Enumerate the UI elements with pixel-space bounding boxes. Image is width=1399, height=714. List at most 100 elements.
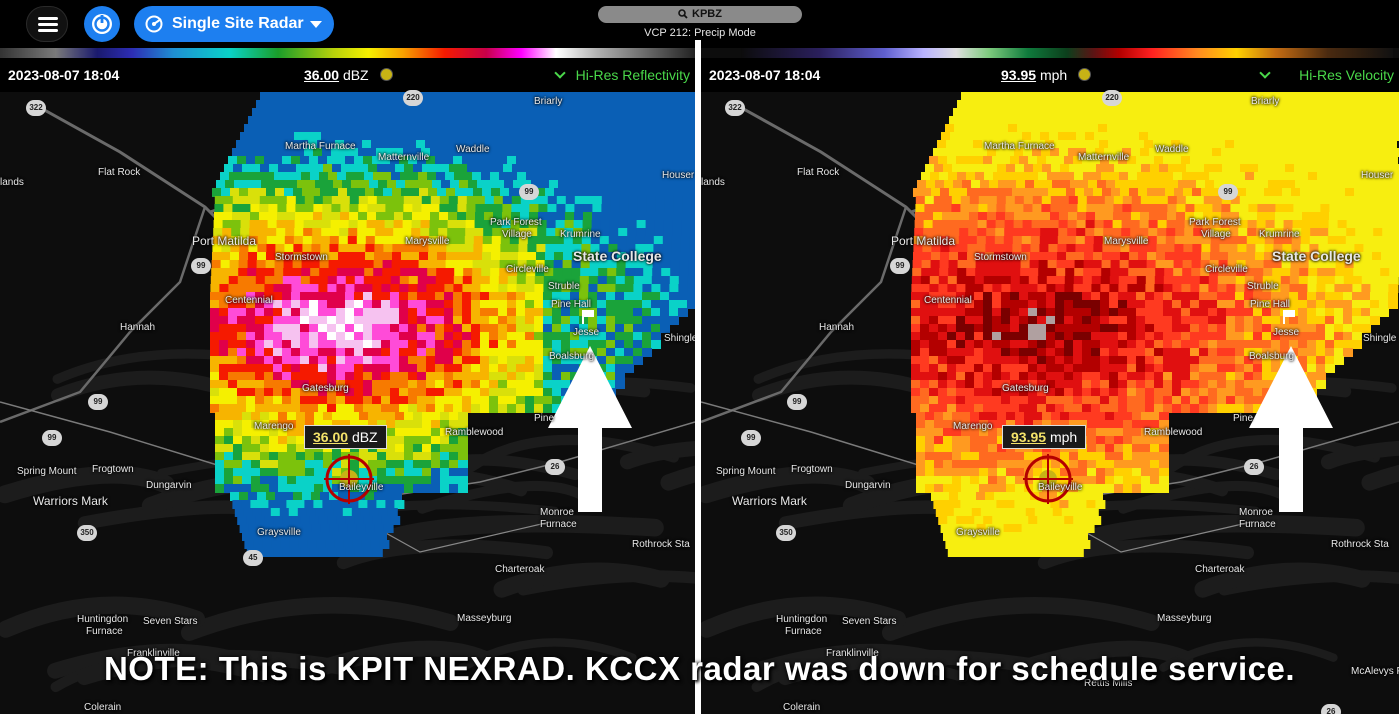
radar-gate [665,164,675,173]
radar-gate [1154,316,1164,325]
radar-gate [1168,164,1178,173]
radar-gate [410,188,420,197]
reflectivity-map[interactable]: 36.00 dBZ 322 220 99 99 99 99 26 350 45 … [0,90,695,714]
radar-gate [925,420,935,429]
radar-gate [957,100,967,109]
radar-gate [986,132,996,141]
radar-gate [624,332,634,341]
radar-gate [248,236,259,245]
radar-gate [1325,316,1335,325]
radar-gate [449,452,459,461]
radar-gate [924,204,935,213]
radar-gate [925,468,935,477]
reflectivity-panel[interactable]: 2023-08-07 18:04 36.00 dBZ Hi-Res Reflec… [0,48,695,714]
radar-gate [1164,260,1175,269]
radar-gate [462,364,472,373]
radar-gate [316,124,326,133]
radar-gate [681,220,692,229]
radar-gate [1100,156,1110,165]
radar-gate [591,132,601,141]
radar-gate [681,132,691,141]
radar-gate [525,404,535,413]
radar-gate [353,140,363,149]
radar-gate [268,196,279,205]
product-selector[interactable]: Hi-Res Reflectivity [553,67,690,83]
radar-gate [242,164,252,173]
radar-gate [306,180,316,189]
radar-gate [1074,172,1084,181]
radar-gate [583,196,594,205]
radar-gate [1261,140,1271,149]
radar-gate [273,388,283,397]
radar-gate [940,188,950,197]
radar-gate [1237,244,1248,253]
radar-gate [1051,420,1061,429]
radar-gate [390,380,400,389]
radar-gate [597,364,607,373]
radar-gate [237,372,247,381]
radar-gate [947,372,957,381]
radar-gate [575,92,585,101]
radar-gate [1264,188,1274,197]
radar-gate [282,156,292,165]
radar-gate [1040,220,1051,229]
radar-gate [231,220,242,229]
radar-gate [1136,284,1147,293]
radar-gate [272,140,282,149]
radar-gate [313,196,324,205]
radar-gate [1021,244,1032,253]
radar-gate [462,276,473,285]
velocity-panel[interactable]: 2023-08-07 18:04 93.95 mph Hi-Res Veloci… [701,48,1399,714]
radar-gate [1343,156,1353,165]
radar-gate [1083,100,1093,109]
radar-gate [1109,388,1119,397]
power-button[interactable] [84,6,120,42]
radar-gate [992,156,1002,165]
radar-gate [283,260,294,269]
radar-gate [1138,252,1148,261]
radar-gate [444,292,454,301]
radar-mode-dropdown[interactable]: Single Site Radar [134,6,334,42]
radar-gate [951,500,962,509]
radar-gate [426,356,436,365]
radar-gate [975,268,986,277]
radar-gate [1051,452,1061,461]
radar-gate [1046,356,1056,365]
velocity-map[interactable]: 93.95 mph 322 220 99 99 99 99 26 350 26 … [701,90,1399,714]
menu-button[interactable] [26,6,68,42]
radar-gate [1160,108,1170,117]
radar-gate [1064,292,1074,301]
radar-gate [979,484,989,493]
radar-gate [1136,292,1146,301]
radar-gate [1023,500,1034,509]
site-search-button[interactable]: KPBZ [598,6,802,23]
radar-gate [1114,452,1124,461]
radar-gate [1233,124,1243,133]
radar-gate [1056,268,1067,277]
radar-gate [555,228,566,237]
radar-gate [1316,292,1326,301]
radar-gate [911,292,921,301]
radar-gate [422,420,432,429]
radar-gate [1009,140,1019,149]
radar-gate [969,204,980,213]
radar-gate [1010,308,1020,317]
radar-gate [237,340,247,349]
radar-gate [291,276,302,285]
radar-gate [1087,460,1097,469]
product-selector[interactable]: Hi-Res Velocity [1259,67,1394,83]
radar-gate [1227,172,1237,181]
radar-gate [491,244,502,253]
radar-gate [1317,268,1328,277]
radar-gate [269,468,279,477]
panel-divider[interactable] [695,40,701,714]
radar-gate [994,236,1005,245]
radar-gate [410,236,421,245]
radar-gate [1109,276,1120,285]
radar-gate [934,484,944,493]
radar-gate [934,420,944,429]
radar-gate [463,172,473,181]
radar-gate [266,252,276,261]
radar-gate [973,140,983,149]
radar-gate [1105,460,1115,469]
